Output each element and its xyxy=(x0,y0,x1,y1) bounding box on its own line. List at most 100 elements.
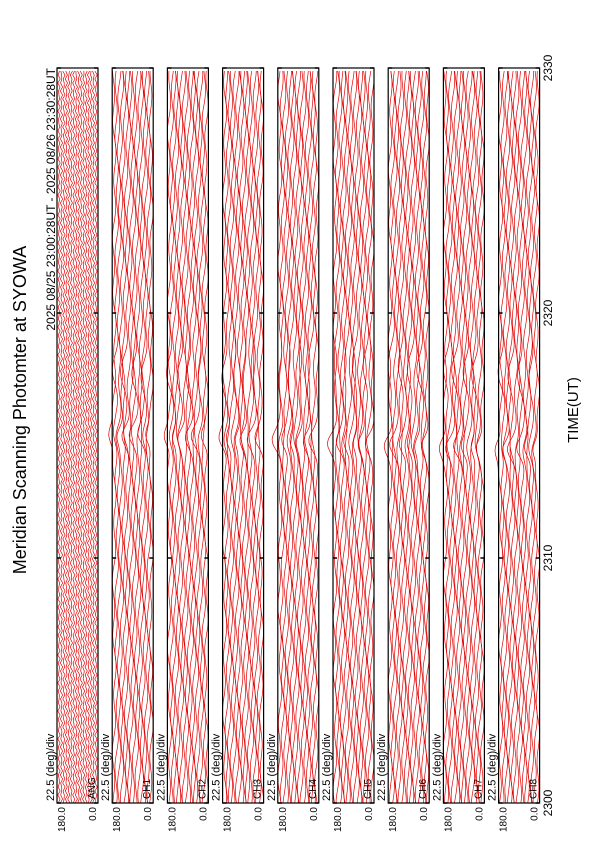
panel-scale: 22.5 (deg)/div xyxy=(266,733,278,801)
trace xyxy=(451,70,461,804)
trace xyxy=(145,70,151,804)
trace xyxy=(172,70,180,804)
trace xyxy=(337,70,343,804)
trace xyxy=(348,70,355,804)
trace xyxy=(91,70,96,804)
y-min-label: 0.0 xyxy=(364,807,375,821)
panel-frame xyxy=(498,67,541,804)
trace xyxy=(404,70,410,804)
panel-frame xyxy=(277,67,320,804)
panel-frame xyxy=(387,67,430,804)
trace xyxy=(234,70,242,804)
trace xyxy=(166,70,175,804)
trace xyxy=(225,70,235,804)
trace xyxy=(407,70,413,804)
y-max-label: 180.0 xyxy=(388,807,399,832)
channel-label: CH5 xyxy=(363,779,374,799)
trace xyxy=(94,70,98,804)
panel-frame xyxy=(56,67,99,804)
channel-label: CH4 xyxy=(308,779,319,799)
trace xyxy=(115,70,122,804)
panel-scale: 22.5 (deg)/div xyxy=(100,733,112,801)
channel-label: CH1 xyxy=(142,779,153,799)
trace xyxy=(446,70,453,804)
trace xyxy=(532,70,540,804)
trace xyxy=(226,70,232,804)
trace xyxy=(145,70,154,804)
trace xyxy=(186,70,192,804)
trace xyxy=(302,70,307,804)
trace xyxy=(293,70,300,804)
trace xyxy=(278,70,285,804)
trace xyxy=(253,70,260,803)
trace xyxy=(414,70,423,804)
trace xyxy=(254,70,264,804)
trace xyxy=(82,70,86,804)
trace xyxy=(476,70,483,804)
trace xyxy=(131,70,137,804)
panel-scale: 22.5 (deg)/div xyxy=(487,733,499,801)
x-tick-label: 2310 xyxy=(541,544,555,571)
y-max-label: 180.0 xyxy=(57,807,68,832)
y-max-label: 180.0 xyxy=(167,807,178,832)
channel-label: ANG xyxy=(87,777,98,799)
trace xyxy=(406,70,415,804)
trace xyxy=(516,70,526,804)
trace xyxy=(421,70,427,804)
y-min-label: 0.0 xyxy=(530,807,541,821)
trace xyxy=(295,70,305,804)
trace xyxy=(138,70,144,804)
y-max-label: 180.0 xyxy=(112,807,123,832)
trace xyxy=(184,70,190,804)
trace xyxy=(471,70,480,804)
channel-label: CH2 xyxy=(197,779,208,799)
x-tick-label: 2320 xyxy=(541,299,555,326)
trace xyxy=(108,70,117,804)
trace xyxy=(502,70,511,804)
trace xyxy=(344,70,350,804)
trace xyxy=(248,70,255,804)
x-tick-label: 2300 xyxy=(541,789,555,816)
trace xyxy=(89,70,93,804)
trace xyxy=(357,70,363,804)
y-min-label: 0.0 xyxy=(309,807,320,821)
trace xyxy=(281,70,290,804)
trace xyxy=(507,70,518,804)
trace xyxy=(286,70,292,804)
trace xyxy=(176,70,182,804)
panel-scale: 22.5 (deg)/div xyxy=(321,733,333,801)
panel-frame xyxy=(166,67,209,804)
panel-scale: 22.5 (deg)/div xyxy=(45,733,57,801)
trace xyxy=(351,70,360,804)
trace xyxy=(470,70,478,804)
panel-frame xyxy=(442,67,485,804)
panel-frame xyxy=(222,67,265,804)
trace xyxy=(304,70,310,804)
y-min-label: 0.0 xyxy=(198,807,209,821)
y-min-label: 0.0 xyxy=(143,807,154,821)
trace xyxy=(295,70,302,804)
panel-scale: 22.5 (deg)/div xyxy=(431,733,443,801)
channel-label: CH8 xyxy=(529,779,540,799)
trace xyxy=(358,70,365,804)
trace xyxy=(72,70,76,804)
trace xyxy=(517,70,523,804)
trace xyxy=(176,70,185,804)
trace xyxy=(221,70,230,804)
trace xyxy=(341,70,348,804)
trace xyxy=(416,70,425,804)
trace xyxy=(79,70,83,804)
trace xyxy=(343,70,352,804)
trace xyxy=(64,70,69,804)
channel-label: CH3 xyxy=(253,779,264,799)
trace xyxy=(184,71,194,804)
channel-label: CH6 xyxy=(418,779,429,799)
trace xyxy=(453,70,463,804)
trace xyxy=(410,70,418,804)
trace xyxy=(443,70,451,804)
trace xyxy=(522,70,528,804)
trace xyxy=(327,71,338,804)
trace xyxy=(246,70,257,804)
trace xyxy=(357,70,367,804)
y-max-label: 180.0 xyxy=(223,807,234,832)
